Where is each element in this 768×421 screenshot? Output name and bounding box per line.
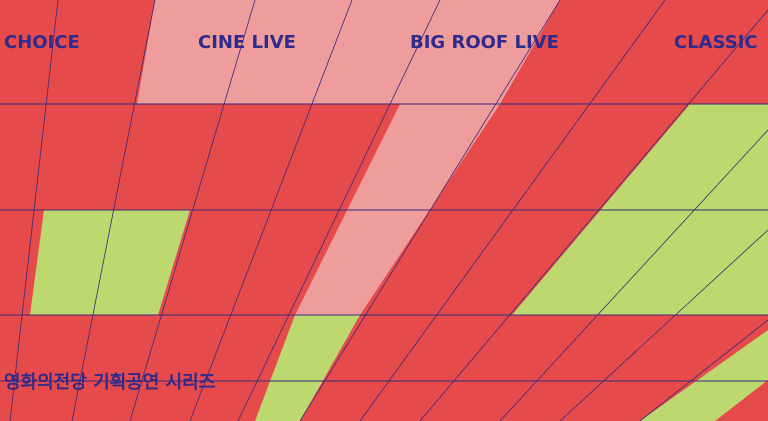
category-classic[interactable]: CLASSIC bbox=[674, 32, 758, 53]
green-band-bottom bbox=[255, 315, 360, 421]
pink-band-top bbox=[137, 0, 560, 104]
diagonal-grid-lines bbox=[9, 0, 768, 421]
green-corner-right bbox=[640, 330, 768, 421]
category-cine-live[interactable]: CINE LIVE bbox=[198, 32, 296, 53]
green-block-left bbox=[30, 210, 190, 315]
horizontal-grid-lines bbox=[0, 103, 768, 382]
category-big-roof-live[interactable]: BIG ROOF LIVE bbox=[410, 32, 559, 53]
series-subtitle: 영화의전당 기획공연 시리즈 bbox=[4, 372, 216, 393]
category-choice[interactable]: CHOICE bbox=[4, 32, 80, 53]
